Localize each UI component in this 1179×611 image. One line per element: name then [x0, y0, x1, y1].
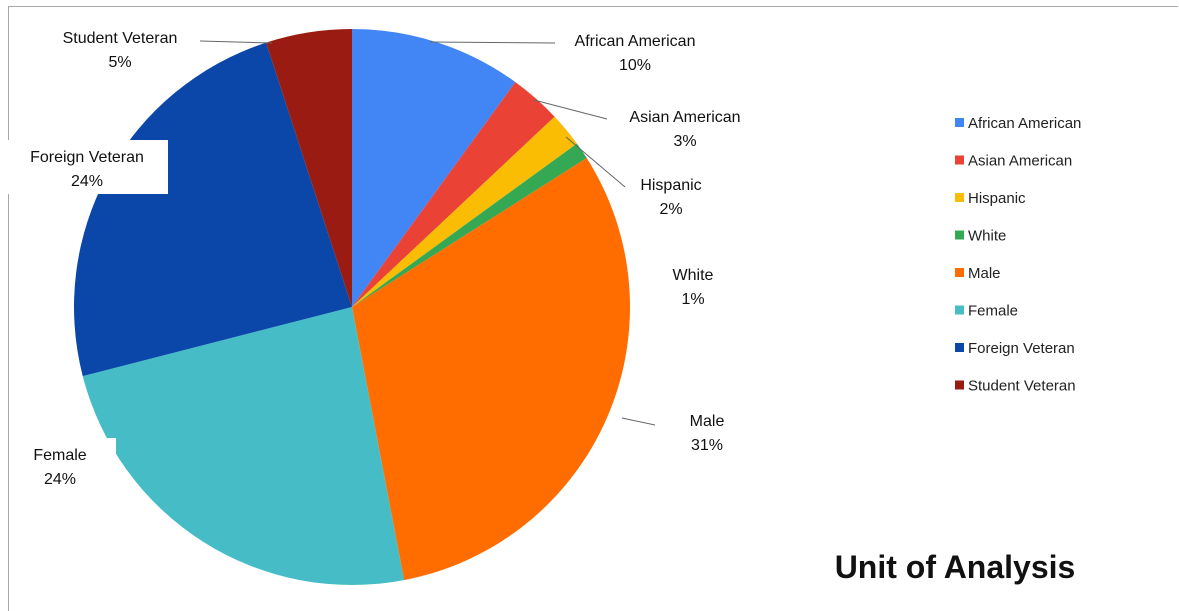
slice-value-asian-american: 3% [673, 133, 696, 150]
legend-swatch-male [955, 268, 964, 277]
pie-slice-foreign-veteran [73, 42, 353, 377]
leader-line-hispanic [565, 136, 626, 188]
slice-value-student-veteran: 5% [108, 54, 131, 71]
slice-value-white: 1% [681, 291, 704, 308]
pie-slice-male [352, 158, 630, 581]
label-background [36, 24, 198, 76]
pie-slice-hispanic [352, 116, 577, 307]
slice-value-female: 24% [44, 471, 76, 488]
pie-slice-student-veteran [266, 29, 352, 307]
slice-label-female: Female [33, 447, 86, 464]
legend-label-male: Male [968, 265, 1001, 282]
legend-swatch-white [955, 230, 964, 240]
slice-label-hispanic: Hispanic [640, 177, 701, 194]
leader-line-student-veteran [199, 40, 273, 44]
legend-label-african-american: African American [968, 115, 1081, 132]
label-background [16, 438, 116, 492]
slice-label-asian-american: Asian American [629, 109, 740, 126]
slice-label-african-american: African American [575, 33, 696, 50]
pie-slice-asian-american [352, 82, 555, 307]
slice-labels: African American 10% Asian American 3% Hispa… [8, 24, 741, 492]
slice-label-white: White [673, 267, 714, 284]
legend-swatch-hispanic [955, 193, 964, 202]
legend-swatch-female [955, 305, 964, 315]
legend-label-foreign-veteran: Foreign Veteran [968, 340, 1075, 357]
legend-label-asian-american: Asian American [968, 153, 1072, 170]
pie-slice-white [352, 143, 587, 307]
slice-value-male: 31% [691, 437, 723, 454]
legend-swatch-asian-american [955, 155, 964, 165]
chart-frame [8, 6, 1178, 611]
legend-label-white: White [968, 228, 1006, 245]
legend: African American Asian American Hispanic Wh… [955, 115, 1081, 395]
slice-value-foreign-veteran: 24% [71, 173, 103, 190]
slice-value-african-american: 10% [619, 57, 651, 74]
legend-swatch-student-veteran [955, 380, 964, 390]
pie-slice-female [82, 307, 405, 585]
legend-label-hispanic: Hispanic [968, 190, 1026, 207]
legend-swatch-foreign-veteran [955, 343, 964, 352]
legend-swatch-african-american [955, 118, 964, 127]
leader-line-male [621, 417, 656, 426]
slice-label-foreign-veteran: Foreign Veteran [30, 149, 144, 166]
chart-title: Unit of Analysis [835, 549, 1076, 585]
slice-label-student-veteran: Student Veteran [63, 30, 178, 47]
leader-lines [199, 40, 656, 426]
legend-label-female: Female [968, 303, 1018, 320]
label-background [8, 140, 168, 194]
legend-label-student-veteran: Student Veteran [968, 378, 1076, 395]
slice-label-male: Male [690, 413, 725, 430]
pie-slice-african-american [352, 29, 516, 307]
leader-line-asian-american [533, 99, 608, 120]
pie-slices [73, 29, 630, 585]
leader-line-african-american [429, 41, 556, 44]
slice-value-hispanic: 2% [659, 201, 682, 218]
